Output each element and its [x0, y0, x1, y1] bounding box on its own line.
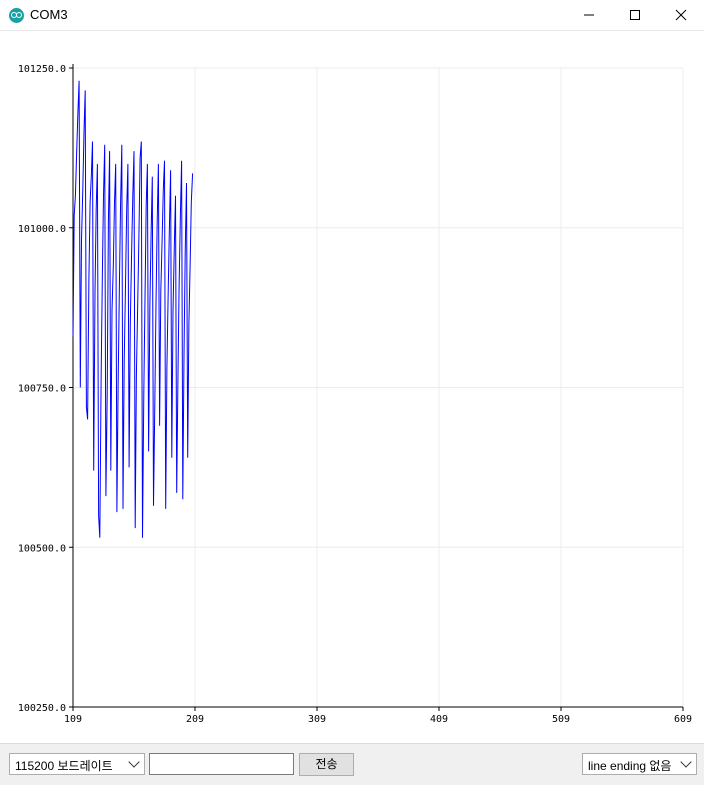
send-button[interactable]: 전송 [299, 753, 354, 776]
y-tick-label: 100250.0 [18, 703, 66, 714]
title-bar: COM3 [0, 0, 704, 31]
baud-rate-label: 115200 보드레이트 [15, 759, 113, 773]
x-tick-label: 509 [552, 714, 570, 725]
send-input[interactable] [149, 753, 294, 775]
baud-rate-select[interactable]: 115200 보드레이트 [9, 753, 145, 775]
chevron-down-icon [128, 756, 140, 768]
y-tick-label: 101000.0 [18, 224, 66, 235]
y-tick-label: 100750.0 [18, 384, 66, 395]
serial-plot-chart: 109 209 309 409 509 609 101250.0 101000.0 100750… [18, 64, 692, 725]
x-tick-label: 109 [64, 714, 82, 725]
maximize-button[interactable] [612, 0, 658, 30]
series-line [72, 80, 194, 538]
close-icon [675, 9, 687, 21]
x-tick-label: 609 [674, 714, 692, 725]
minimize-button[interactable] [566, 0, 612, 30]
x-tick-label: 409 [430, 714, 448, 725]
y-tick-label: 101250.0 [18, 64, 66, 75]
close-button[interactable] [658, 0, 704, 30]
y-tick-label: 100500.0 [18, 543, 66, 554]
line-ending-label: line ending 없음 [588, 759, 672, 773]
x-tick-label: 309 [308, 714, 326, 725]
arduino-icon [9, 8, 24, 23]
line-ending-select[interactable]: line ending 없음 [582, 753, 697, 775]
bottom-toolbar: 115200 보드레이트 전송 line ending 없음 [0, 743, 704, 785]
x-tick-label: 209 [186, 714, 204, 725]
chevron-down-icon [680, 756, 692, 768]
maximize-icon [630, 10, 640, 20]
minimize-icon [584, 14, 594, 16]
window-title: COM3 [30, 7, 68, 22]
plot-area: 109 209 309 409 509 609 101250.0 101000.0 100750… [0, 31, 704, 743]
